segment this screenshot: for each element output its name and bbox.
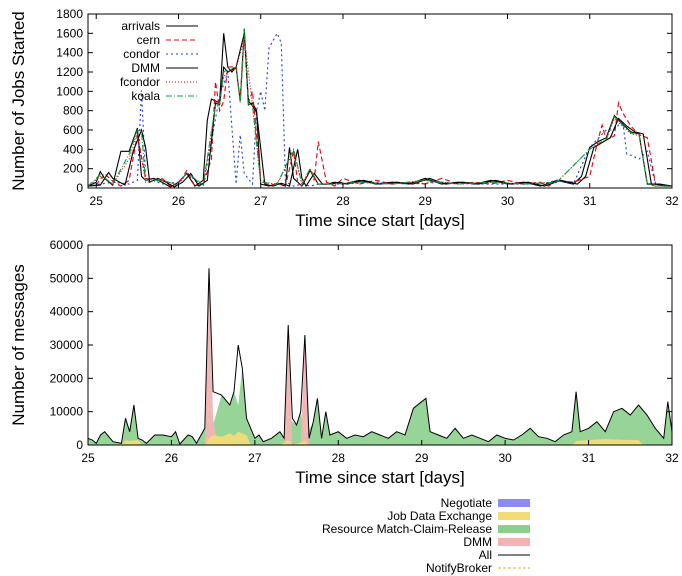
series-line-cern	[87, 35, 673, 188]
y-axis-title: Number of messages	[9, 264, 28, 426]
x-axis-title: Time since start [days]	[295, 468, 464, 487]
y-axis-title: Number of Jobs Started	[9, 11, 28, 191]
legend-label: DMM	[463, 535, 492, 549]
y-tick-label: 10000	[50, 405, 84, 419]
x-tick-label: 27	[254, 194, 268, 208]
y-tick-label: 0	[76, 181, 83, 195]
y-tick-label: 1600	[56, 26, 83, 40]
x-tick-label: 26	[165, 451, 179, 465]
series-area-job-data-exchange	[88, 431, 672, 445]
series-line-condor	[87, 32, 673, 188]
y-tick-label: 60000	[50, 238, 84, 252]
y-tick-label: 50000	[50, 271, 84, 285]
y-tick-label: 0	[76, 438, 83, 452]
series-line-fcondor	[87, 38, 672, 187]
legend-label: cern	[137, 33, 160, 47]
y-tick-label: 1200	[56, 65, 83, 79]
series-line-all	[87, 268, 673, 445]
legend-swatch	[498, 512, 530, 520]
series-line-arrivals	[87, 28, 672, 188]
y-tick-label: 200	[63, 162, 83, 176]
legend-label: condor	[123, 47, 160, 61]
x-tick-label: 25	[81, 451, 95, 465]
y-tick-label: 600	[63, 123, 83, 137]
x-tick-label: 25	[90, 194, 104, 208]
legend-swatch	[498, 538, 530, 546]
jobs-chart: 25 26 27 28 29 30 31 32 0 200 400 600 800 1000 1200 140…	[9, 7, 679, 230]
x-tick-label: 31	[582, 451, 596, 465]
series-line-koala	[87, 28, 672, 187]
y-tick-label: 1000	[56, 84, 83, 98]
plot-frame	[87, 244, 673, 446]
x-tick-label: 27	[248, 451, 262, 465]
y-tick-label: 20000	[50, 371, 84, 385]
x-tick-label: 28	[336, 194, 350, 208]
x-tick-label: 32	[665, 451, 679, 465]
legend-label: arrivals	[121, 19, 160, 33]
legend-label: All	[479, 548, 492, 562]
legend-swatch	[498, 499, 530, 507]
series-line-dmm	[87, 33, 673, 188]
y-tick-label: 40000	[50, 305, 84, 319]
y-tick-label: 400	[63, 142, 83, 156]
legend-label: DMM	[131, 61, 160, 75]
series-area-resource-match-claim-release	[88, 368, 672, 445]
legend-label: NotifyBroker	[426, 561, 492, 575]
x-tick-label: 32	[665, 194, 679, 208]
x-tick-label: 30	[501, 194, 515, 208]
y-tick-label: 1800	[56, 7, 83, 21]
legend-label: Negotiate	[441, 496, 493, 510]
x-tick-label: 29	[419, 194, 433, 208]
plot-frame	[87, 13, 673, 189]
x-tick-label: 28	[332, 451, 346, 465]
legend-label: Resource Match-Claim-Release	[322, 522, 492, 536]
legend-label: Job Data Exchange	[387, 509, 492, 523]
x-tick-label: 31	[583, 194, 597, 208]
legend-label: fcondor	[120, 75, 160, 89]
y-tick-label: 800	[63, 104, 83, 118]
x-axis-title: Time since start [days]	[295, 211, 464, 230]
y-tick-label: 1400	[56, 46, 83, 60]
messages-chart: 25 26 27 28 29 30 31 32 0 10000 20000 30000 40000 500…	[9, 238, 679, 487]
x-tick-label: 30	[498, 451, 512, 465]
legend-label: koala	[131, 89, 160, 103]
x-tick-label: 26	[172, 194, 186, 208]
legend-swatch	[498, 525, 530, 533]
series-area-dmm	[204, 268, 310, 445]
x-tick-label: 29	[415, 451, 429, 465]
y-tick-label: 30000	[50, 338, 84, 352]
